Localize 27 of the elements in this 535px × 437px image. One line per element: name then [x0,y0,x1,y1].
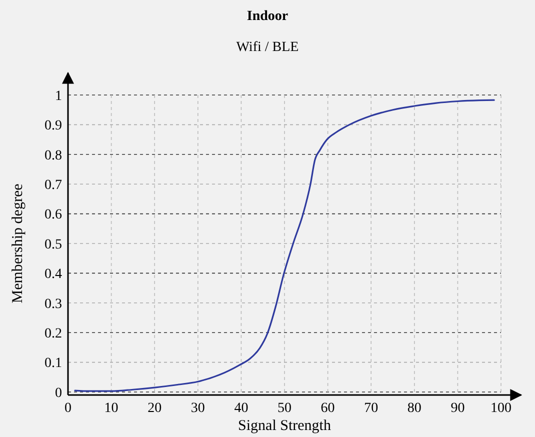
x-tick-label: 60 [320,401,335,416]
y-tick-label: 0.1 [44,356,62,372]
x-tick-label: 30 [190,401,205,416]
x-tick-label: 90 [450,401,465,416]
y-tick-label: 0.4 [44,267,62,282]
x-tick-label: 100 [490,401,512,416]
x-axis-title: Signal Strength [238,418,332,434]
chart-title: Indoor [246,9,288,24]
line-series [74,99,495,392]
y-tick-label: 0.3 [44,296,62,312]
x-tick-label: 40 [234,401,248,416]
chart-subtitle: Wifi / BLE [236,40,299,55]
y-tick-label: 0.9 [44,118,62,134]
x-tick-label: 80 [407,401,422,416]
y-tick-label: 0.7 [44,178,62,193]
y-tick-label: 0.6 [44,208,62,223]
x-tick-label: 20 [148,401,162,416]
x-tick-label: 50 [278,401,292,416]
y-tick-label: 0.5 [44,237,62,252]
y-axis-title: Membership degree [10,183,26,304]
y-tick-label: 0 [55,386,62,401]
x-tick-label: 0 [64,401,72,416]
x-tick-label: 70 [364,401,378,416]
x-tick-label: 10 [104,401,118,416]
y-tick-label: 1 [55,88,62,104]
y-tick-label: 0.2 [44,326,62,342]
y-tick-label: 0.8 [44,148,62,164]
